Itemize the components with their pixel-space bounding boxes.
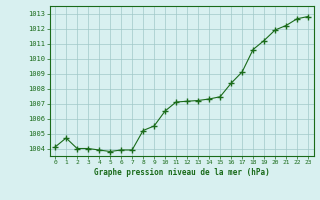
X-axis label: Graphe pression niveau de la mer (hPa): Graphe pression niveau de la mer (hPa) — [94, 168, 269, 177]
